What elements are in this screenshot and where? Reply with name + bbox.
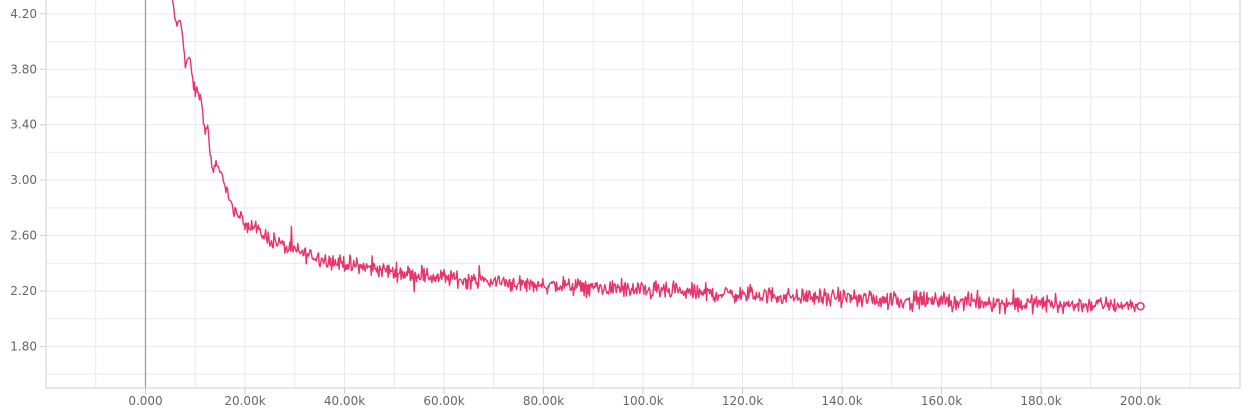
x-tick-label: 40.00k (324, 394, 365, 408)
y-tick-label: 3.80 (10, 62, 37, 76)
x-tick-label: 120.0k (722, 394, 763, 408)
x-tick-label: 0.000 (128, 394, 162, 408)
series-layer (171, 0, 1145, 315)
y-tick-label: 2.20 (10, 284, 37, 298)
x-tick-label: 100.0k (622, 394, 663, 408)
x-tick-label: 80.00k (523, 394, 564, 408)
x-tick-label: 180.0k (1020, 394, 1061, 408)
tick-labels: 1.80 2.20 2.60 3.00 3.40 3.80 4.20 0.000 20.00k 4… (10, 7, 1161, 408)
x-tick-label: 20.00k (224, 394, 265, 408)
y-tick-label: 3.00 (10, 173, 37, 187)
series-line (171, 0, 1142, 315)
x-tick-label: 160.0k (921, 394, 962, 408)
axes (40, 0, 1241, 394)
x-tick-label: 140.0k (821, 394, 862, 408)
x-tick-label: 60.00k (423, 394, 464, 408)
y-tick-label: 3.40 (10, 118, 37, 132)
grid (46, 0, 1240, 388)
y-tick-label: 4.20 (10, 7, 37, 21)
y-tick-label: 2.60 (10, 229, 37, 243)
series-end-marker[interactable] (1136, 301, 1145, 311)
y-tick-label: 1.80 (10, 339, 37, 353)
x-tick-label: 200.0k (1120, 394, 1161, 408)
